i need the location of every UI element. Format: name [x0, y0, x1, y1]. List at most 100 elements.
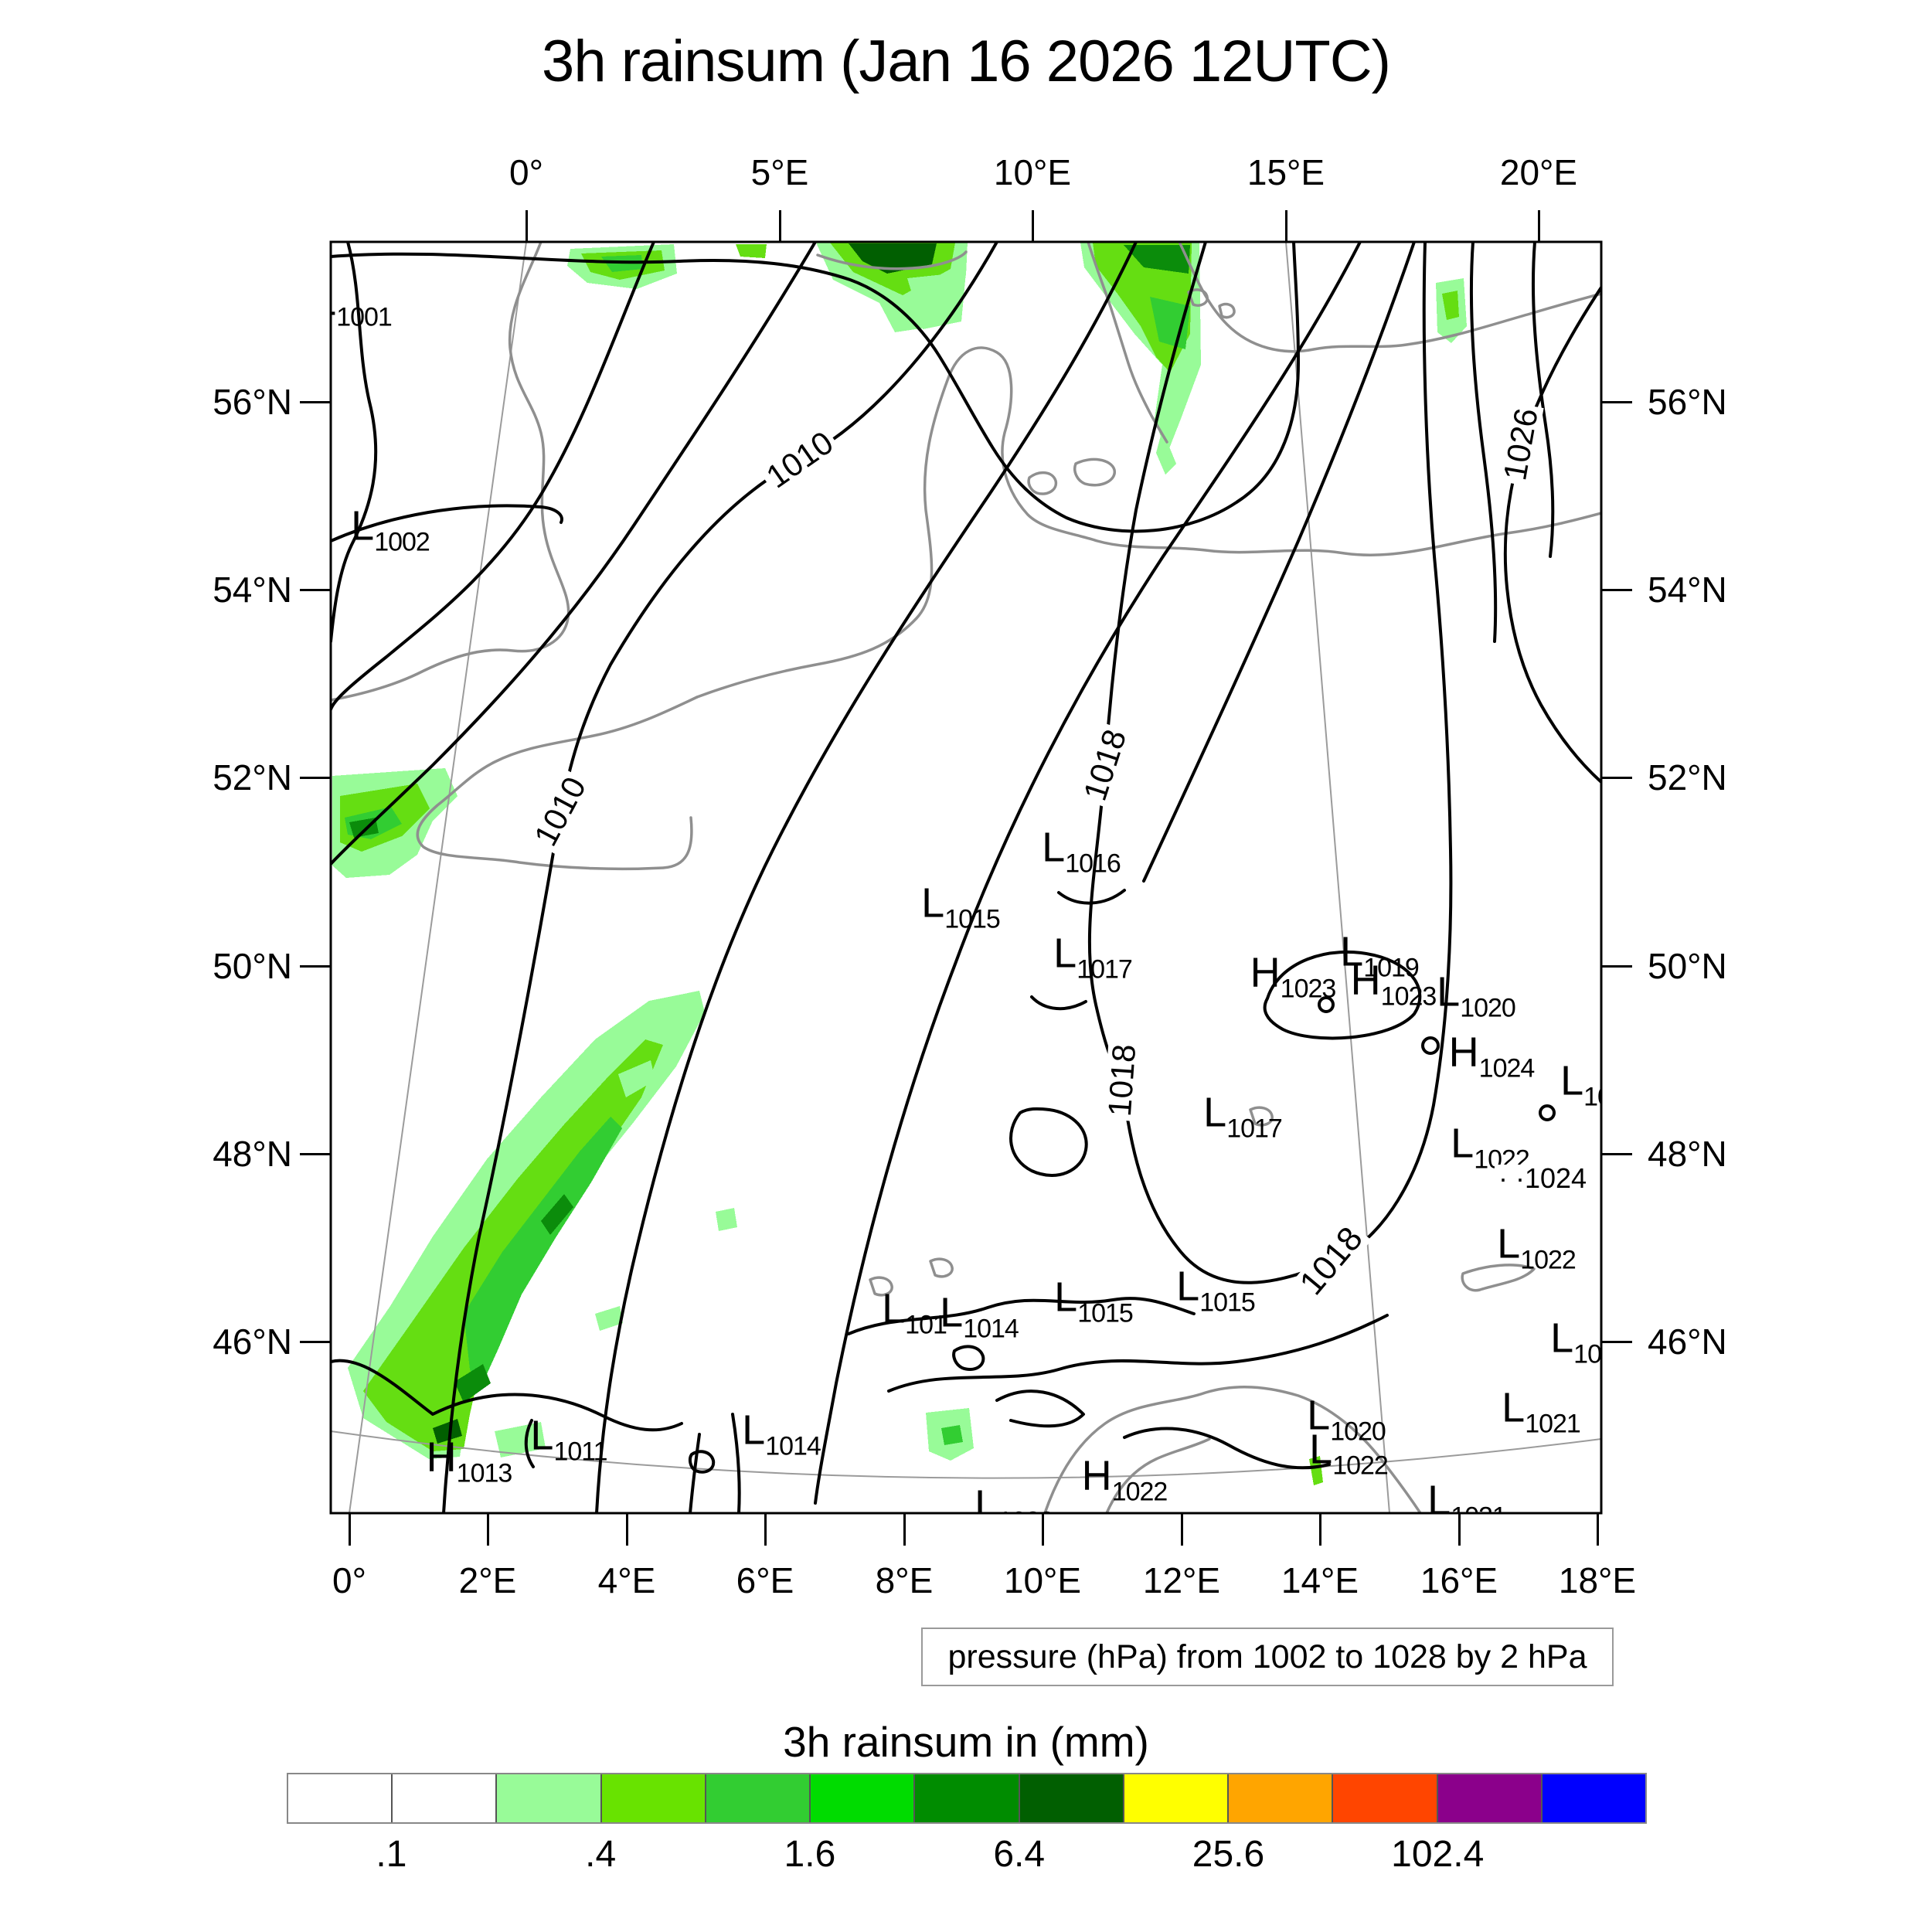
axis-tick-bottom	[1180, 1514, 1183, 1546]
axis-label-bottom: 6°E	[736, 1560, 794, 1600]
axis-label-bottom: 4°E	[597, 1560, 656, 1600]
contour-label: 1010	[527, 768, 594, 855]
low-pressure-marker: L101	[882, 1285, 947, 1340]
colorbar-tick-label: .1	[376, 1834, 407, 1875]
lake-balaton	[1461, 1264, 1536, 1292]
colorbar-cell	[706, 1774, 811, 1822]
colorbar-cell	[915, 1774, 1020, 1822]
axis-label-bottom: 18°E	[1558, 1560, 1637, 1600]
meridian-0deg	[349, 242, 527, 1513]
axis-label-bottom: 0°	[332, 1560, 366, 1600]
axis-label-left: 56°N	[213, 382, 292, 422]
axis-label-right: 54°N	[1648, 570, 1727, 610]
parallel-45deg	[331, 1430, 1601, 1479]
colorbar-title: 3h rainsum in (mm)	[783, 1718, 1149, 1766]
axis-tick-top	[1031, 210, 1034, 242]
axis-label-right: 48°N	[1648, 1134, 1727, 1174]
axis-tick-bottom	[625, 1514, 628, 1546]
colorbar	[287, 1773, 1647, 1824]
low-pressure-marker: L1022	[975, 1481, 1054, 1513]
axis-tick-left	[300, 400, 331, 403]
axis-tick-right	[1601, 588, 1632, 591]
axis-label-top: 15°E	[1247, 152, 1325, 192]
low-pressure-marker: L1020	[1437, 968, 1516, 1023]
axis-tick-left	[300, 776, 331, 779]
axis-tick-left	[300, 964, 331, 968]
axis-tick-right	[1601, 1340, 1632, 1343]
axis-label-left: 54°N	[213, 570, 292, 610]
axis-label-top: 10°E	[993, 152, 1072, 192]
axis-tick-bottom	[1318, 1514, 1321, 1546]
axis-tick-top	[1537, 210, 1540, 242]
axis-tick-bottom	[1458, 1514, 1461, 1546]
axis-label-bottom: 8°E	[875, 1560, 934, 1600]
contour-label: · ·1024	[1494, 1165, 1591, 1192]
axis-label-right: 52°N	[1648, 757, 1727, 798]
high-pressure-marker: H1023	[1250, 949, 1337, 1004]
low-pressure-marker: L1020	[1307, 1392, 1386, 1447]
axis-tick-right	[1601, 776, 1632, 779]
colorbar-tick-label: 1.6	[784, 1834, 836, 1875]
axis-label-left: 50°N	[213, 946, 292, 986]
axis-tick-right	[1601, 400, 1632, 403]
axis-tick-bottom	[348, 1514, 351, 1546]
axis-label-top: 5°E	[750, 152, 809, 192]
high-pressure-marker: H1023	[1350, 957, 1437, 1012]
low-pressure-marker: L1015	[921, 879, 1001, 934]
axis-tick-bottom	[486, 1514, 489, 1546]
axis-tick-left	[300, 1340, 331, 1343]
axis-label-right: 56°N	[1648, 382, 1727, 422]
low-pressure-marker: L1021	[1502, 1384, 1581, 1439]
axis-tick-bottom	[903, 1514, 906, 1546]
axis-label-bottom: 14°E	[1281, 1560, 1359, 1600]
low-pressure-marker: L1021	[1427, 1477, 1507, 1513]
axis-label-right: 46°N	[1648, 1321, 1727, 1362]
contour-label: 1010	[757, 423, 842, 496]
low-pressure-marker: L1011	[530, 1412, 607, 1467]
colorbar-cell	[601, 1774, 706, 1822]
colorbar-tick-label: 102.4	[1391, 1834, 1485, 1875]
low-pressure-marker: L1001	[331, 280, 393, 332]
axis-tick-right	[1601, 964, 1632, 968]
low-pressure-marker: L1015	[1176, 1263, 1256, 1318]
low-pressure-marker: L1015	[1054, 1274, 1134, 1328]
colorbar-cell	[288, 1774, 393, 1822]
low-pressure-marker: L1014	[742, 1406, 821, 1461]
axis-tick-bottom	[1596, 1514, 1599, 1546]
axis-label-bottom: 16°E	[1420, 1560, 1498, 1600]
contour-label: 1018	[1291, 1218, 1372, 1304]
page-title: 3h rainsum (Jan 16 2026 12UTC)	[542, 29, 1391, 94]
low-pressure-marker: L1022	[1497, 1220, 1577, 1275]
colorbar-cell	[1333, 1774, 1438, 1822]
contour-label: 1018	[1101, 1039, 1142, 1122]
axis-label-right: 50°N	[1648, 946, 1727, 986]
pressure-caption: pressure (hPa) from 1002 to 1028 by 2 hP…	[921, 1628, 1614, 1686]
graticule	[331, 242, 1601, 1513]
colorbar-tick-label: .4	[585, 1834, 617, 1875]
axis-tick-bottom	[1041, 1514, 1044, 1546]
low-pressure-marker: L10	[1560, 1057, 1601, 1112]
low-pressure-marker: L1002	[351, 502, 430, 557]
high-pressure-marker: H1013	[426, 1434, 513, 1488]
colorbar-tick-label: 25.6	[1192, 1834, 1265, 1875]
low-pressure-marker: L1022	[1309, 1426, 1389, 1481]
map-frame	[329, 240, 1603, 1515]
contour-label: 1018	[1077, 722, 1133, 808]
high-pressure-marker: H1024	[1448, 1029, 1536, 1083]
colorbar-tick-label: 6.4	[993, 1834, 1046, 1875]
low-pressure-marker: L1017	[1053, 930, 1133, 985]
low-pressure-marker: L1019	[1340, 928, 1420, 983]
contour-label: 1026	[1496, 402, 1545, 487]
axis-label-left: 52°N	[213, 757, 292, 798]
colorbar-cell	[393, 1774, 498, 1822]
colorbar-cell	[1437, 1774, 1543, 1822]
axis-label-top: 20°E	[1499, 152, 1578, 192]
axis-tick-right	[1601, 1152, 1632, 1155]
axis-label-top: 0°	[509, 152, 543, 192]
low-pressure-marker: L1014	[940, 1289, 1019, 1344]
colorbar-cell	[1019, 1774, 1124, 1822]
high-pressure-marker: H1022	[1081, 1452, 1168, 1507]
axis-label-left: 48°N	[213, 1134, 292, 1174]
